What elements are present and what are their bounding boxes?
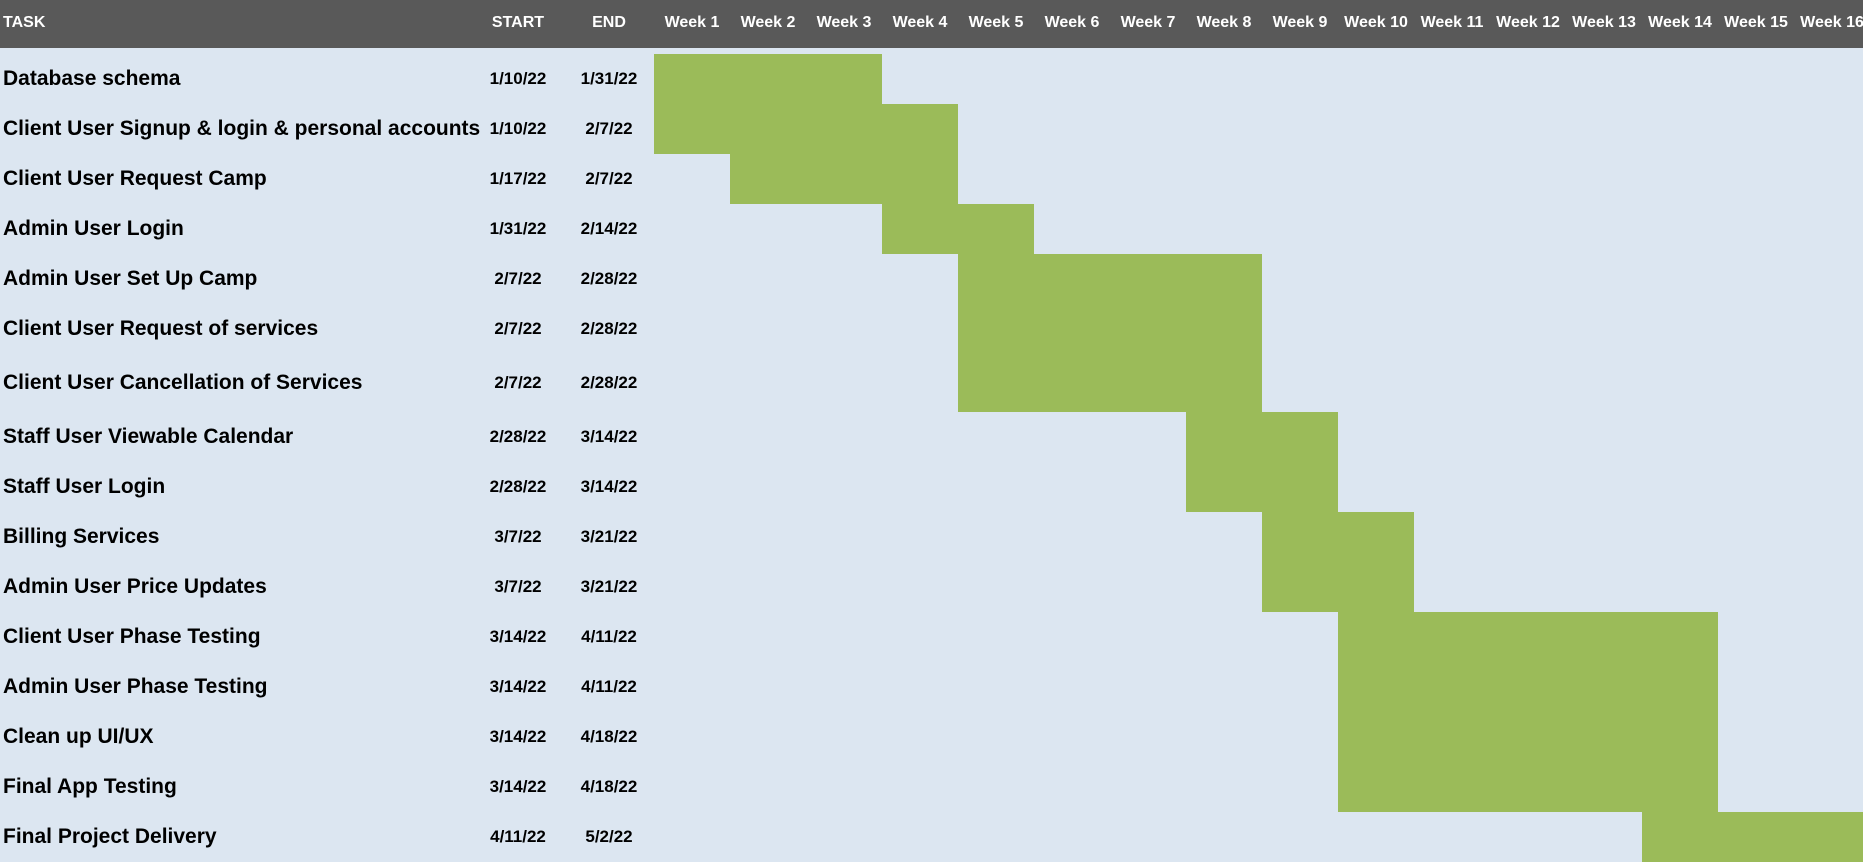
task-bar — [1186, 462, 1338, 512]
task-bar — [1338, 612, 1718, 662]
task-bar — [882, 204, 1034, 254]
task-bar — [730, 154, 958, 204]
task-start-date: 2/7/22 — [494, 373, 542, 392]
task-bar — [1338, 662, 1718, 712]
start-column-header: START — [491, 14, 545, 31]
task-bar — [1262, 512, 1414, 562]
task-start-date: 3/14/22 — [489, 677, 547, 696]
task-end-date: 3/21/22 — [580, 577, 638, 596]
task-bar — [1186, 412, 1338, 462]
task-bar — [654, 54, 882, 104]
task-bar — [1262, 562, 1414, 612]
task-end-date: 2/28/22 — [580, 373, 638, 392]
task-start-date: 3/14/22 — [489, 727, 547, 746]
task-end-date: 4/18/22 — [580, 777, 638, 796]
task-start-date: 1/31/22 — [489, 219, 547, 238]
task-end-date: 3/21/22 — [580, 527, 638, 546]
week-header-3: Week 3 — [816, 14, 872, 31]
end-column-header: END — [592, 14, 626, 31]
week-header-15: Week 15 — [1724, 14, 1788, 31]
task-start-date: 2/28/22 — [489, 427, 547, 446]
week-header-11: Week 11 — [1420, 14, 1484, 31]
task-start-date: 2/7/22 — [494, 269, 542, 288]
task-end-date: 3/14/22 — [580, 477, 638, 496]
task-start-date: 2/7/22 — [494, 319, 542, 338]
task-start-date: 4/11/22 — [490, 827, 546, 846]
task-name: Client User Signup & login & personal ac… — [3, 117, 481, 140]
task-bar — [1338, 762, 1718, 812]
task-start-date: 3/14/22 — [489, 777, 547, 796]
task-end-date: 5/2/22 — [585, 827, 633, 846]
task-bar — [654, 104, 958, 154]
task-end-date: 2/7/22 — [585, 169, 633, 188]
task-name: Staff User Login — [3, 475, 166, 498]
task-end-date: 4/18/22 — [580, 727, 638, 746]
week-header-12: Week 12 — [1496, 14, 1560, 31]
task-name: Final App Testing — [3, 775, 177, 798]
task-end-date: 1/31/22 — [580, 69, 638, 88]
task-bar — [958, 304, 1262, 354]
task-start-date: 2/28/22 — [489, 477, 547, 496]
gantt-header: TASK START END Week 1 Week 2 Week 3 Week 4 W… — [0, 0, 1863, 48]
task-name: Billing Services — [3, 525, 160, 548]
task-bar — [1338, 712, 1718, 762]
week-header-5: Week 5 — [968, 14, 1024, 31]
task-name: Clean up UI/UX — [3, 725, 154, 748]
task-name: Final Project Delivery — [3, 825, 217, 848]
task-start-date: 3/7/22 — [494, 527, 542, 546]
task-start-date: 1/10/22 — [489, 69, 547, 88]
week-header-16: Week 16 — [1800, 14, 1863, 31]
week-header-1: Week 1 — [664, 14, 720, 31]
task-end-date: 2/7/22 — [585, 119, 633, 138]
task-start-date: 1/17/22 — [489, 169, 547, 188]
task-name: Admin User Phase Testing — [3, 675, 268, 698]
week-header-9: Week 9 — [1272, 14, 1328, 31]
task-column-header: TASK — [3, 14, 46, 31]
week-header-2: Week 2 — [740, 14, 796, 31]
task-bar — [958, 354, 1262, 412]
task-name: Admin User Price Updates — [3, 575, 267, 598]
task-start-date: 1/10/22 — [489, 119, 547, 138]
task-name: Client User Cancellation of Services — [3, 371, 363, 394]
task-start-date: 3/7/22 — [494, 577, 542, 596]
task-name: Client User Request Camp — [3, 167, 267, 190]
task-name: Admin User Login — [3, 217, 184, 240]
task-name: Database schema — [3, 67, 181, 90]
task-name: Staff User Viewable Calendar — [3, 425, 294, 448]
task-end-date: 4/11/22 — [581, 627, 637, 646]
task-bar — [958, 254, 1262, 304]
week-header-13: Week 13 — [1572, 14, 1636, 31]
task-end-date: 2/14/22 — [580, 219, 638, 238]
week-header-6: Week 6 — [1044, 14, 1100, 31]
week-header-10: Week 10 — [1344, 14, 1408, 31]
week-header-8: Week 8 — [1196, 14, 1252, 31]
task-name: Client User Request of services — [3, 317, 319, 340]
week-header-14: Week 14 — [1648, 14, 1712, 31]
task-end-date: 2/28/22 — [580, 269, 638, 288]
task-end-date: 3/14/22 — [580, 427, 638, 446]
task-name: Admin User Set Up Camp — [3, 267, 258, 290]
task-name: Client User Phase Testing — [3, 625, 261, 648]
week-header-7: Week 7 — [1120, 14, 1176, 31]
week-header-4: Week 4 — [892, 14, 948, 31]
task-end-date: 4/11/22 — [581, 677, 637, 696]
task-start-date: 3/14/22 — [489, 627, 547, 646]
task-end-date: 2/28/22 — [580, 319, 638, 338]
task-bar — [1642, 812, 1863, 862]
